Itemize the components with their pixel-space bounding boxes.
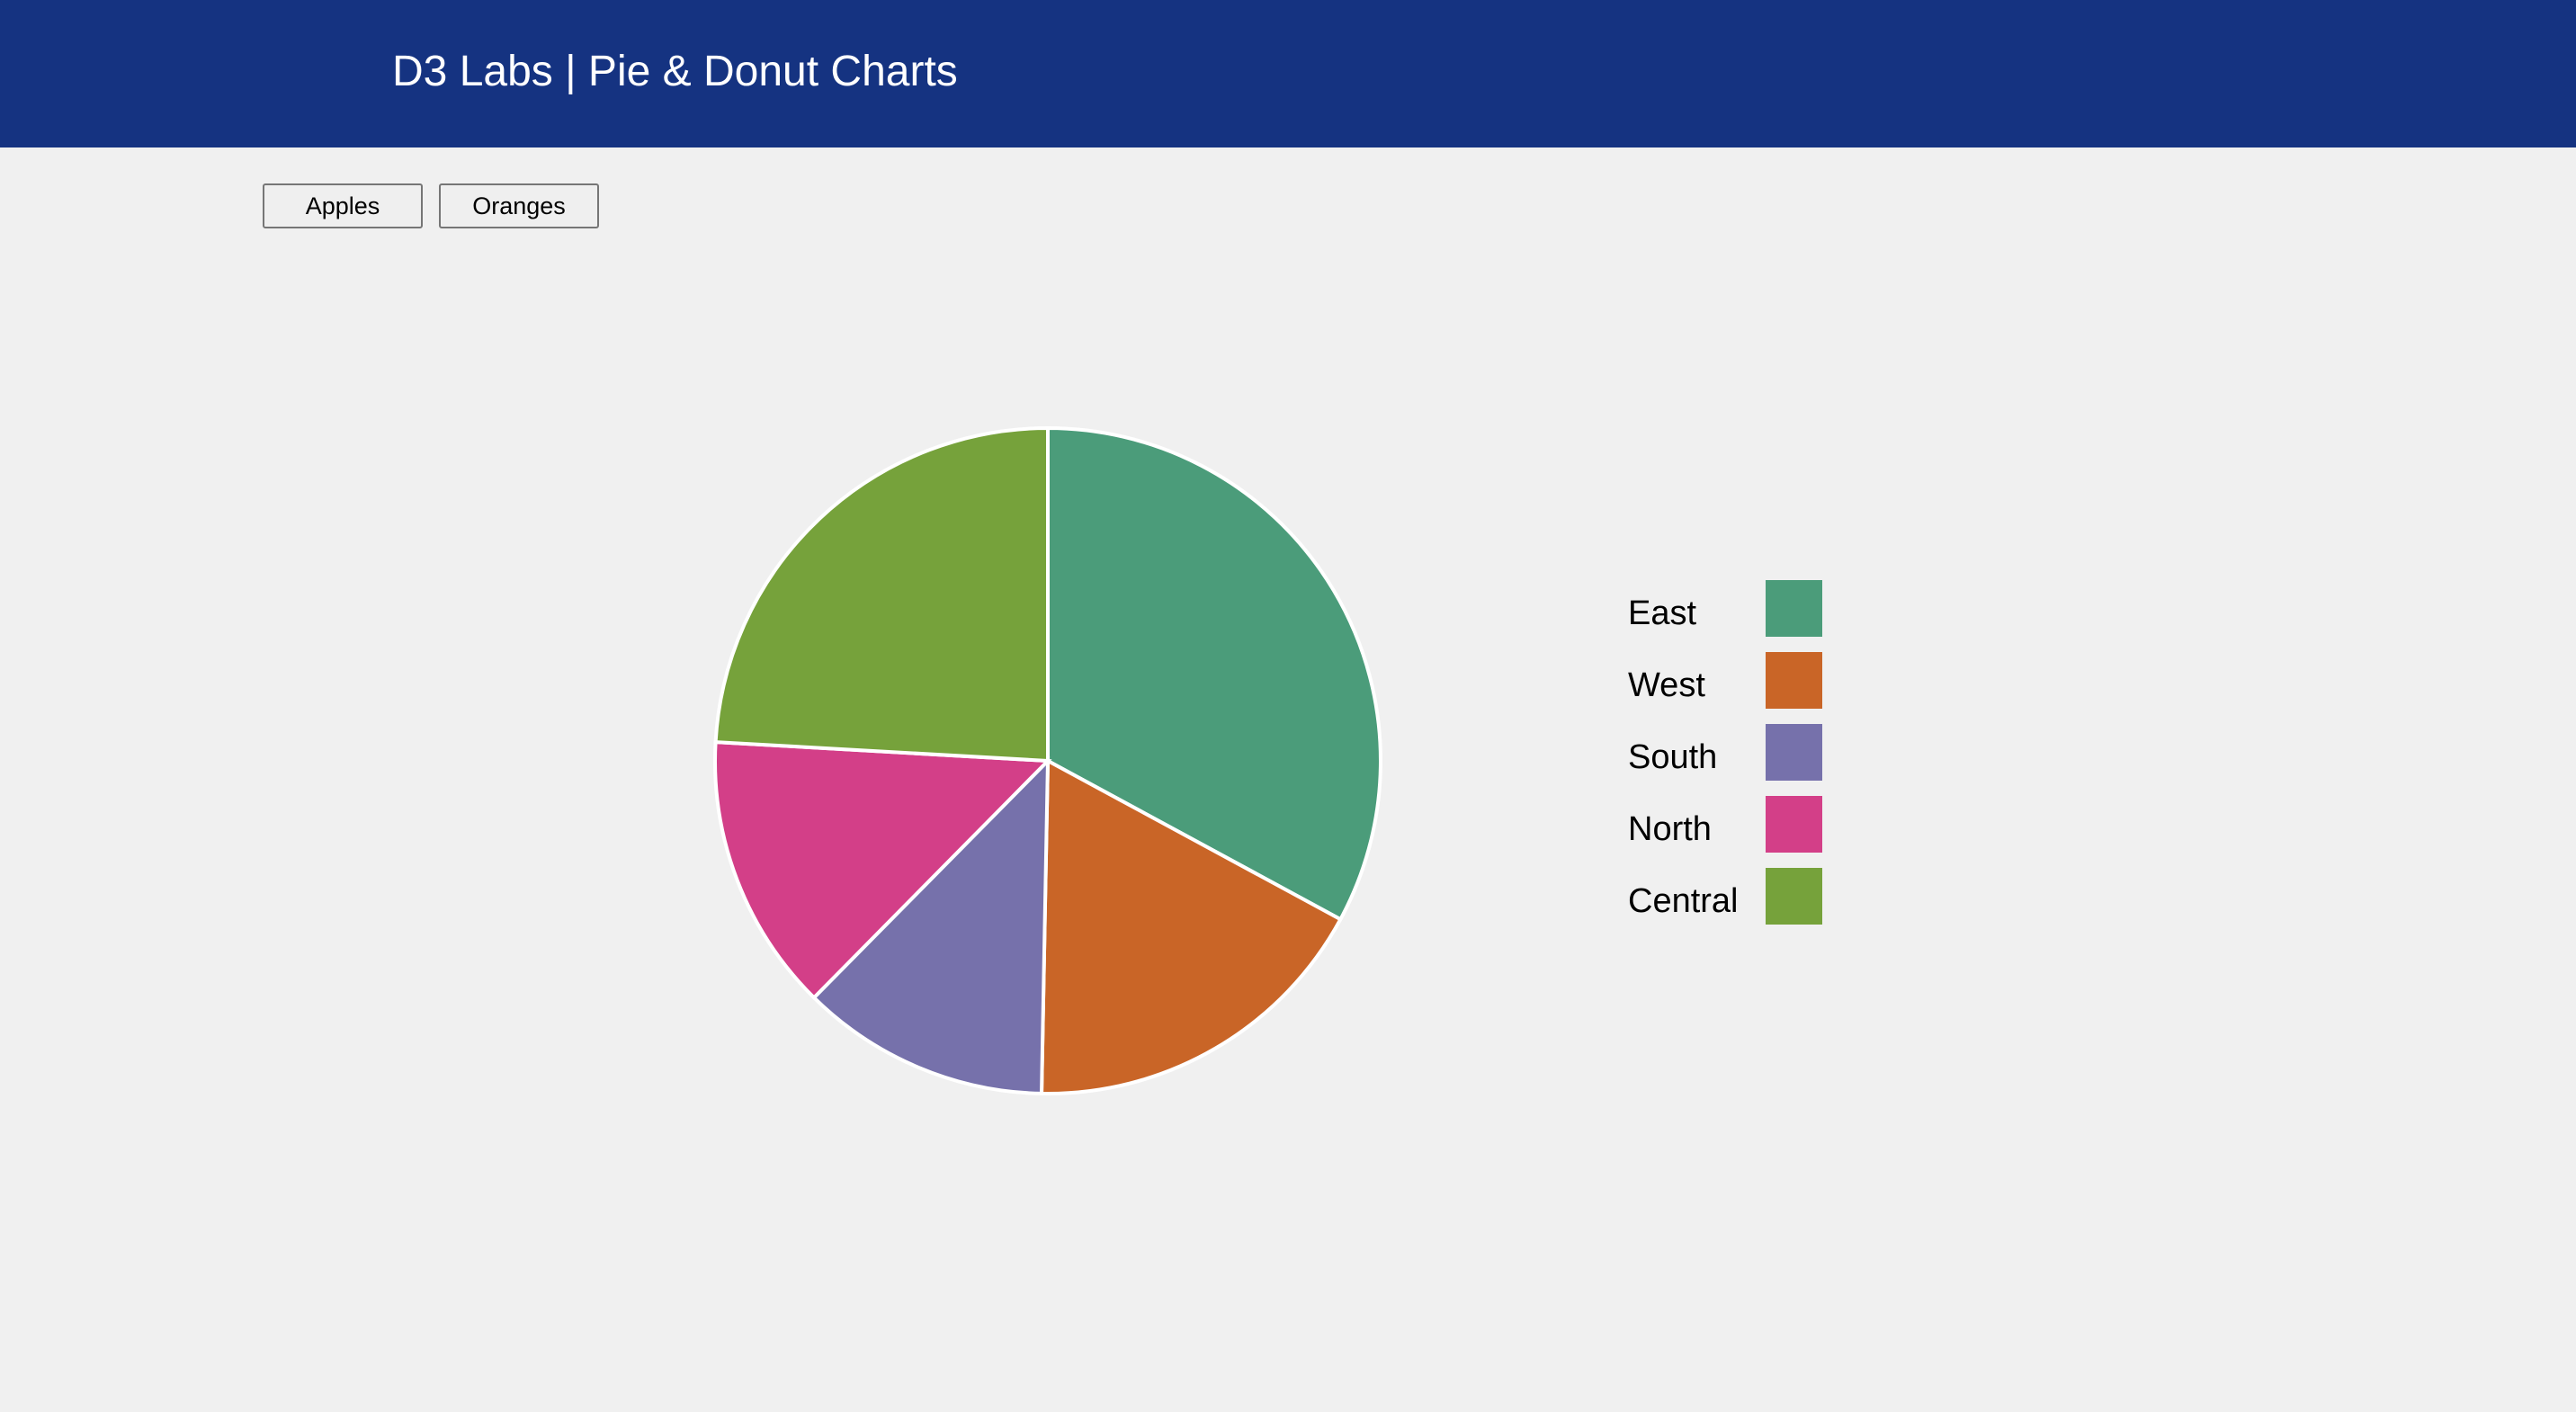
legend-swatch-south bbox=[1766, 724, 1822, 781]
legend: East West South North Central bbox=[1628, 580, 1822, 925]
legend-swatch-north bbox=[1766, 796, 1822, 853]
legend-swatch-central bbox=[1766, 868, 1822, 925]
pie-slices bbox=[713, 425, 1382, 1095]
legend-label-north: North bbox=[1628, 810, 1712, 848]
legend-label-east: East bbox=[1628, 594, 1696, 632]
legend-label-central: Central bbox=[1628, 882, 1739, 920]
pie-slice-north bbox=[713, 739, 1052, 1001]
page-title: D3 Labs | Pie & Donut Charts bbox=[392, 48, 958, 95]
pie-slice-west bbox=[1039, 757, 1344, 1095]
legend-label-south: South bbox=[1628, 738, 1717, 776]
apples-button[interactable]: Apples bbox=[263, 183, 423, 228]
legend-label-west: West bbox=[1628, 666, 1705, 704]
pie-slice-south bbox=[811, 756, 1051, 1095]
oranges-button[interactable]: Oranges bbox=[439, 183, 599, 228]
legend-swatch-west bbox=[1766, 652, 1822, 709]
header-bar: D3 Labs | Pie & Donut Charts bbox=[0, 0, 2576, 147]
pie-slice-east bbox=[1046, 425, 1382, 922]
legend-swatch-east bbox=[1766, 580, 1822, 637]
pie-slice-central bbox=[713, 425, 1050, 764]
